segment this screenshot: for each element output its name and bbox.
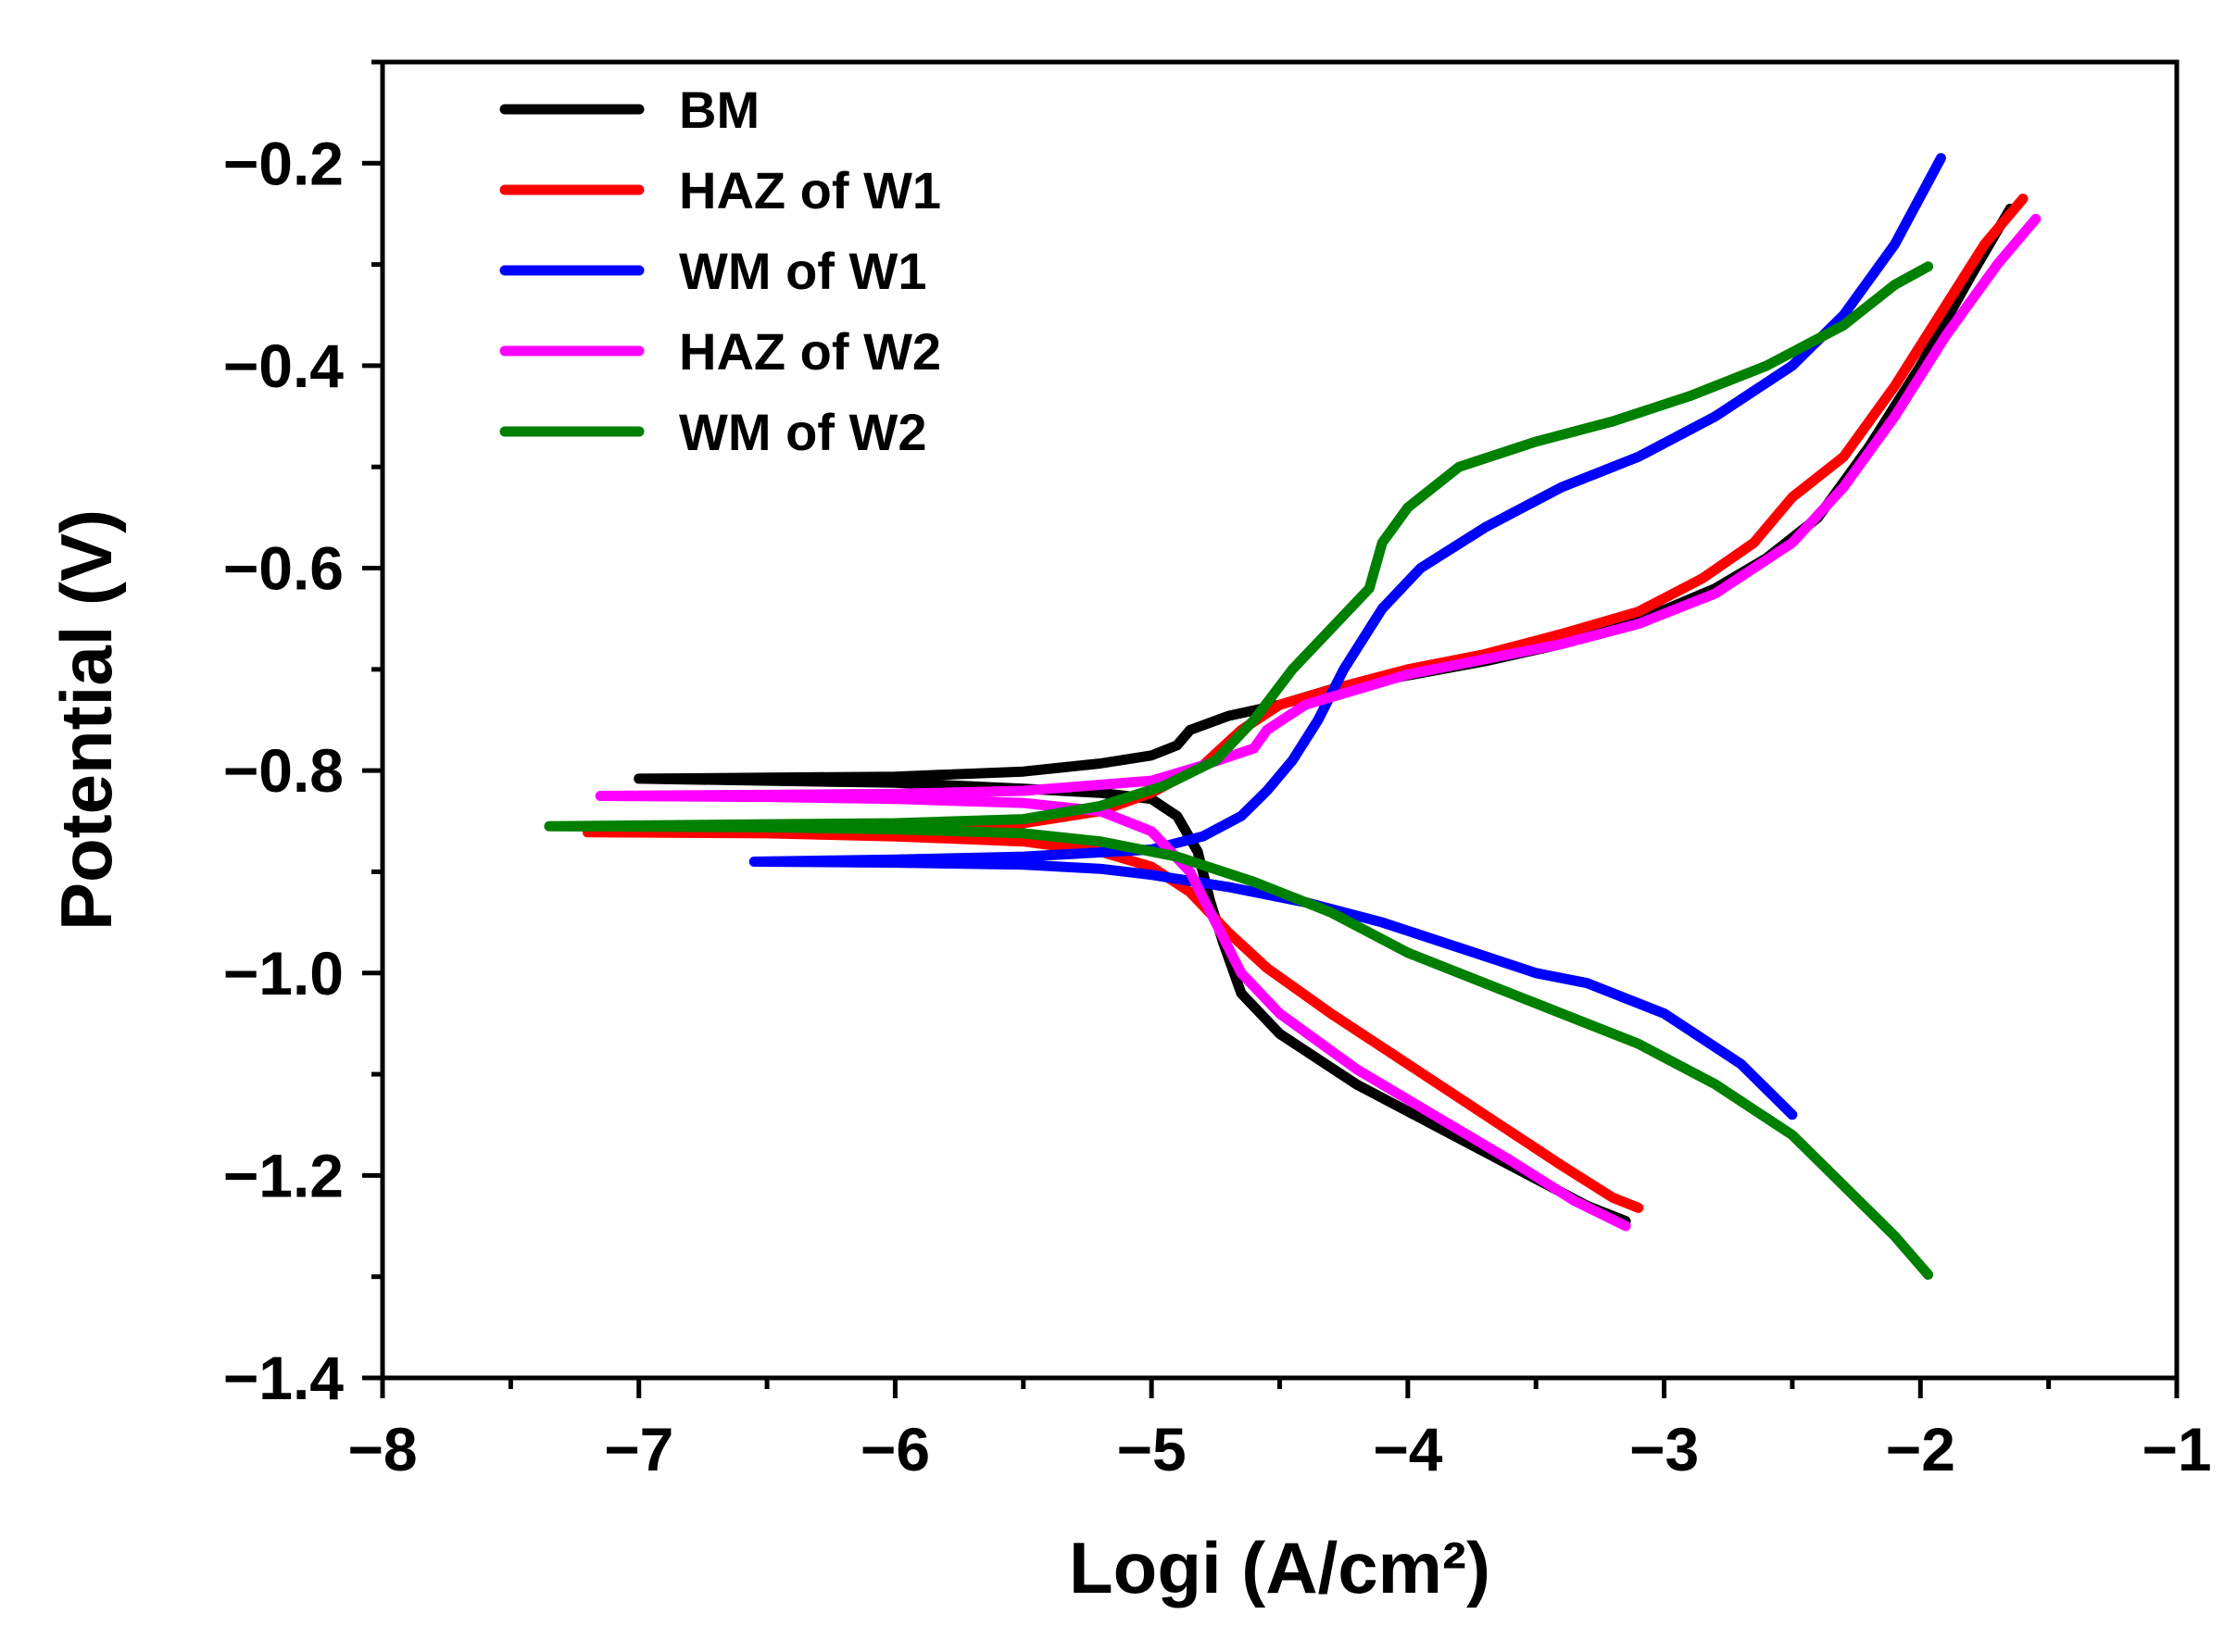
legend: BM HAZ of W1 WM of W1 HAZ of W2 WM of W2 bbox=[499, 81, 941, 461]
x-tick-label: −7 bbox=[604, 1415, 673, 1483]
x-tick-label: −2 bbox=[1886, 1415, 1955, 1483]
y-tick-label: −0.4 bbox=[223, 332, 345, 400]
x-tick-label: −6 bbox=[861, 1415, 930, 1483]
legend-label: BM bbox=[679, 81, 760, 139]
y-tick-label: −1.4 bbox=[223, 1344, 345, 1412]
legend-label: WM of W1 bbox=[679, 242, 926, 300]
y-axis-title: Potential (V) bbox=[45, 509, 127, 931]
y-tick-label: −1.0 bbox=[223, 939, 344, 1007]
y-tick-label: −0.8 bbox=[223, 736, 344, 805]
y-tick-label: −0.2 bbox=[223, 129, 344, 197]
x-tick-label: −1 bbox=[2142, 1415, 2211, 1483]
series-line-5 bbox=[544, 261, 1934, 1280]
tick-labels-layer: −8 −7 −6 −5 −4 −3 −2 −1 −0.2 −0.4 −0.6 −0.8 −1.0 −1.2… bbox=[223, 129, 2212, 1483]
y-tick-label: −0.6 bbox=[223, 534, 344, 603]
x-tick-label: −4 bbox=[1373, 1415, 1443, 1483]
x-axis-title: Logi (A/cm²) bbox=[1069, 1527, 1490, 1608]
legend-label: WM of W2 bbox=[679, 403, 926, 461]
x-tick-label: −8 bbox=[347, 1415, 417, 1483]
series-line-4 bbox=[595, 213, 2042, 1232]
y-tick-label: −1.2 bbox=[223, 1141, 344, 1209]
legend-label: HAZ of W1 bbox=[679, 161, 941, 219]
legend-label: HAZ of W2 bbox=[679, 322, 941, 381]
x-tick-label: −3 bbox=[1629, 1415, 1699, 1483]
ticks-layer bbox=[362, 59, 2180, 1398]
series-layer bbox=[544, 153, 2042, 1280]
x-tick-label: −5 bbox=[1117, 1415, 1187, 1483]
